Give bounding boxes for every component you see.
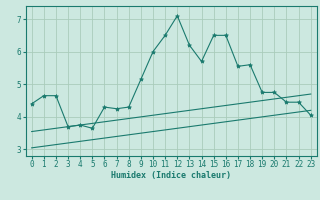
X-axis label: Humidex (Indice chaleur): Humidex (Indice chaleur) xyxy=(111,171,231,180)
